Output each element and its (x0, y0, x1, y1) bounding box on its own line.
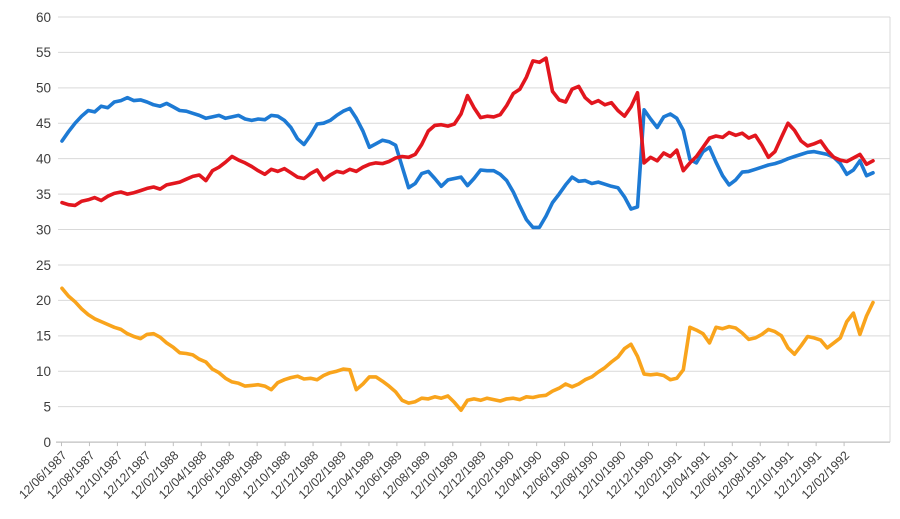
y-tick-label-25: 25 (36, 258, 51, 273)
series-lines (60, 56, 875, 413)
y-tick-label-35: 35 (36, 187, 51, 202)
y-tick-label-10: 10 (36, 364, 51, 379)
y-tick-label-0: 0 (43, 435, 51, 450)
y-tick-label-50: 50 (36, 81, 51, 96)
y-tick-label-60: 60 (36, 10, 51, 25)
y-tick-label-55: 55 (36, 45, 51, 60)
y-tick-label-15: 15 (36, 329, 51, 344)
y-tick-label-45: 45 (36, 116, 51, 131)
y-tick-label-5: 5 (43, 399, 51, 414)
y-axis-labels: 0 5 10 15 20 25 30 35 40 45 50 55 60 (36, 10, 51, 450)
y-tick-label-40: 40 (36, 151, 51, 166)
gridlines (58, 16, 891, 443)
y-tick-label-30: 30 (36, 222, 51, 237)
series-line-red-series (60, 56, 875, 208)
series-line-blue-series (60, 95, 875, 230)
series-line-orange-series (60, 286, 875, 413)
y-tick-label-20: 20 (36, 293, 51, 308)
